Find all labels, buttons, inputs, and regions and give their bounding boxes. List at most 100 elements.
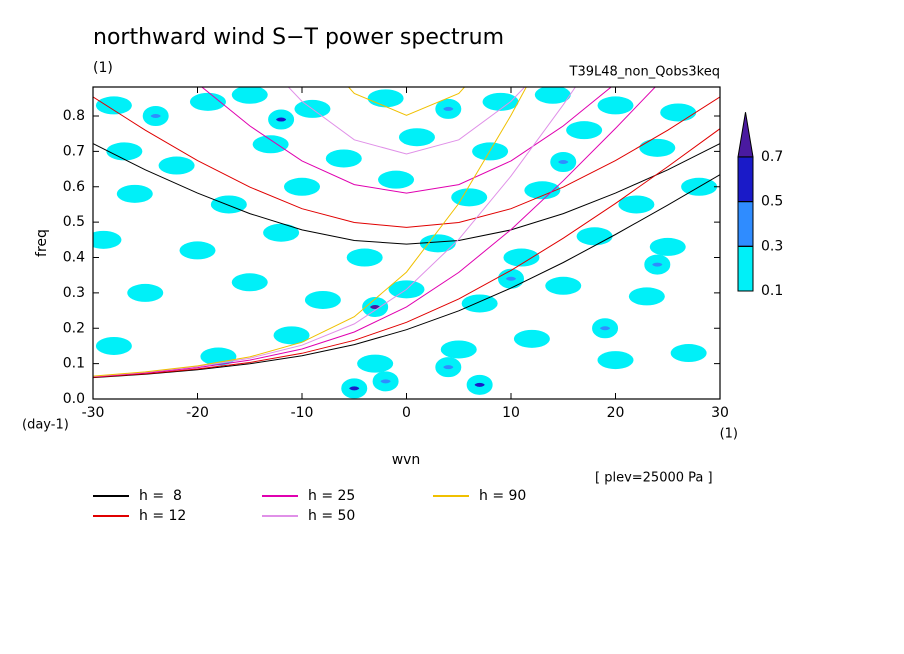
legend-label: h = 8 [139, 488, 182, 504]
dispersion-curve [93, 87, 656, 378]
power-patch [231, 273, 268, 292]
run-label: T39L48_non_Qobs3keq [569, 65, 721, 80]
curve-layer [93, 87, 720, 379]
power-patch [127, 283, 164, 302]
power-patch [273, 326, 310, 345]
legend-label: h = 90 [479, 488, 526, 504]
power-patch [461, 294, 498, 313]
power-patch [466, 374, 493, 395]
power-patch [639, 138, 676, 157]
power-patch [372, 371, 399, 392]
power-patch [116, 184, 153, 203]
dispersion-curve [93, 87, 576, 377]
power-patch [550, 151, 577, 172]
power-patch [106, 142, 143, 161]
power-patch [440, 340, 477, 359]
y-tick-label: 0.7 [63, 143, 85, 159]
power-patch [179, 241, 216, 260]
power-patch [435, 98, 462, 119]
power-patch [268, 109, 295, 130]
legend-label: h = 25 [308, 488, 355, 504]
power-patch [95, 96, 132, 115]
power-patch [263, 223, 300, 242]
legend-label: h = 12 [139, 508, 186, 524]
power-patch [398, 128, 435, 147]
power-patch [451, 188, 488, 207]
power-patch [513, 329, 550, 348]
power-patch [367, 89, 404, 108]
x-tick-label: -20 [186, 405, 209, 421]
power-patch [597, 351, 634, 370]
power-patch [670, 344, 707, 363]
power-patch [95, 336, 132, 355]
colorbar-label: 0.7 [761, 149, 783, 165]
dispersion-curve [93, 143, 720, 245]
field-layer [93, 87, 718, 399]
power-patch [644, 254, 671, 275]
power-patch [498, 268, 524, 289]
power-patch [660, 103, 697, 122]
power-patch [524, 181, 561, 200]
x-unit: (1) [720, 427, 738, 442]
y-tick-label: 0.0 [63, 391, 85, 407]
power-patch [419, 234, 456, 253]
power-patch [362, 297, 389, 318]
power-patch [357, 354, 394, 373]
x-tick-label: 10 [502, 405, 520, 421]
y-tick-label: 0.3 [63, 285, 85, 301]
y-axis-label: freq [34, 229, 50, 257]
power-patch [482, 92, 519, 111]
y-tick-label: 0.6 [63, 179, 85, 195]
dispersion-curve [287, 87, 526, 155]
power-patch [93, 230, 122, 249]
power-patch [158, 156, 195, 175]
power-patch [592, 318, 619, 339]
y-tick-label: 0.2 [63, 320, 85, 336]
legend-label: h = 50 [308, 508, 355, 524]
power-patch [378, 170, 415, 189]
y-tick-label: 0.8 [63, 108, 85, 124]
power-patch [649, 237, 686, 256]
colorbar-box [737, 245, 754, 292]
power-patch [231, 87, 268, 104]
dispersion-curve [93, 87, 527, 377]
dispersion-curve [201, 87, 612, 194]
power-patch [628, 287, 665, 306]
power-patch [618, 195, 655, 214]
power-patch [545, 276, 582, 295]
power-patch [252, 135, 289, 154]
y-tick-label: 0.1 [63, 356, 85, 372]
dispersion-curve [93, 128, 720, 378]
power-patch [435, 357, 462, 378]
chart-title: northward wind S−T power spectrum [93, 25, 504, 50]
dispersion-curve [347, 87, 466, 116]
colorbar-label: 0.1 [761, 283, 783, 299]
level-note: [ plev=25000 Pa ] [595, 471, 713, 486]
dispersion-curve [93, 96, 720, 228]
power-patch [341, 378, 368, 399]
power-patch [503, 248, 540, 267]
x-tick-label: 0 [402, 405, 411, 421]
dispersion-curve [93, 174, 720, 379]
x-tick-label: -10 [291, 405, 314, 421]
x-axis-label: wvn [392, 452, 421, 468]
power-patch [534, 87, 571, 104]
y-unit: (day-1) [22, 418, 69, 433]
colorbar-label: 0.5 [761, 194, 783, 210]
power-patch [576, 227, 613, 246]
power-patch [304, 290, 341, 309]
power-patch [346, 248, 383, 267]
power-patch [284, 177, 320, 196]
y-tick-label: 0.5 [63, 214, 85, 230]
colorbar-label: 0.3 [761, 238, 783, 254]
colorbar-extension [737, 112, 754, 158]
y-tick-label: 0.4 [63, 250, 85, 266]
power-patch [142, 106, 169, 127]
power-patch [325, 149, 362, 168]
power-patch [566, 121, 603, 140]
colorbar-box [737, 156, 754, 203]
power-patch [189, 92, 226, 111]
power-patch [597, 96, 634, 115]
